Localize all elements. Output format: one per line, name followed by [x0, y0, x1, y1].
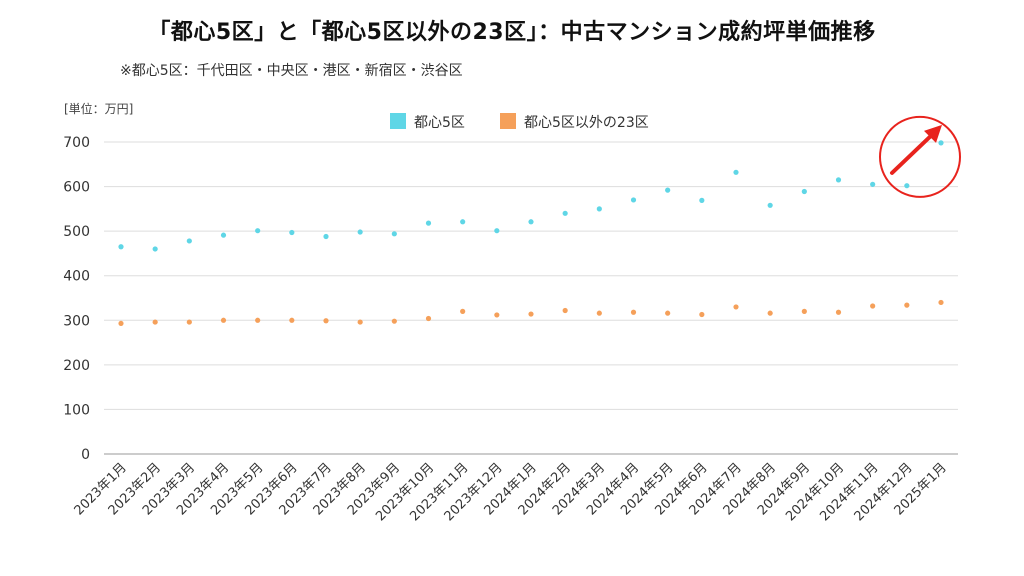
y-tick-label: 300: [63, 313, 90, 329]
data-point-series-1: [220, 232, 227, 238]
data-point-series-2: [186, 319, 192, 325]
data-point-series-1: [391, 231, 397, 237]
data-point-series-1: [665, 187, 671, 193]
data-point-series-1: [494, 228, 500, 234]
data-point-series-1: [323, 233, 329, 240]
data-point-series-1: [938, 140, 944, 146]
highlight-circle: [879, 115, 961, 198]
data-point-series-1: [118, 244, 124, 250]
data-point-series-2: [870, 303, 876, 309]
data-point-series-2: [118, 320, 124, 327]
y-tick-label: 200: [63, 358, 90, 374]
data-point-series-2: [630, 309, 637, 315]
data-point-series-2: [425, 315, 432, 322]
up-arrow-head: [924, 124, 942, 143]
data-point-series-2: [528, 311, 534, 317]
y-tick-label: 500: [63, 224, 90, 240]
y-tick-label: 700: [63, 135, 90, 151]
legend-label: 都心5区: [414, 115, 465, 131]
data-point-series-2: [665, 310, 671, 316]
data-point-series-1: [186, 238, 192, 244]
data-point-series-1: [630, 197, 637, 203]
data-point-series-1: [904, 183, 910, 189]
data-point-series-1: [596, 206, 602, 212]
up-arrow-shaft: [890, 130, 936, 175]
data-point-series-2: [494, 312, 500, 318]
legend-swatch: [390, 113, 406, 129]
data-point-series-1: [835, 177, 842, 183]
data-point-series-1: [357, 229, 363, 235]
y-tick-label: 100: [63, 402, 90, 418]
data-point-series-2: [152, 319, 158, 325]
chart-subtitle: ※都心5区：千代田区・中央区・港区・新宿区・渋谷区: [120, 63, 463, 79]
data-point-series-2: [699, 311, 705, 318]
data-point-series-2: [289, 317, 295, 323]
data-point-series-2: [904, 302, 910, 308]
y-tick-label: 400: [63, 269, 90, 285]
data-point-series-2: [255, 317, 261, 323]
data-point-series-1: [255, 228, 261, 234]
data-point-series-2: [220, 317, 227, 323]
data-point-series-1: [460, 219, 466, 225]
data-point-series-1: [425, 220, 432, 226]
data-point-series-2: [562, 307, 568, 314]
data-point-series-1: [801, 188, 807, 195]
data-point-series-1: [870, 181, 876, 187]
y-tick-label: 600: [63, 180, 90, 196]
data-point-series-1: [289, 229, 295, 236]
data-point-series-1: [152, 246, 158, 252]
data-point-series-2: [767, 310, 773, 316]
data-point-series-1: [528, 219, 534, 225]
legend-label: 都心5区以外の23区: [524, 115, 649, 131]
chart-title: 「都心5区」と「都心5区以外の23区」：中古マンション成約坪単価推移: [148, 20, 876, 45]
data-point-series-1: [767, 202, 773, 208]
data-point-series-2: [938, 299, 944, 306]
legend-swatch: [500, 113, 516, 129]
y-tick-label: 0: [81, 447, 90, 463]
data-point-series-2: [357, 319, 363, 325]
data-point-series-1: [733, 169, 739, 175]
data-point-series-1: [699, 197, 705, 203]
unit-label: [単位：万円]: [64, 102, 134, 116]
data-point-series-2: [733, 304, 739, 310]
data-point-series-2: [835, 309, 842, 315]
data-point-series-2: [460, 308, 466, 314]
data-point-series-2: [391, 318, 397, 324]
data-point-series-1: [562, 210, 568, 216]
data-point-series-2: [323, 318, 329, 324]
data-point-series-2: [801, 308, 807, 314]
data-point-series-2: [596, 310, 602, 316]
